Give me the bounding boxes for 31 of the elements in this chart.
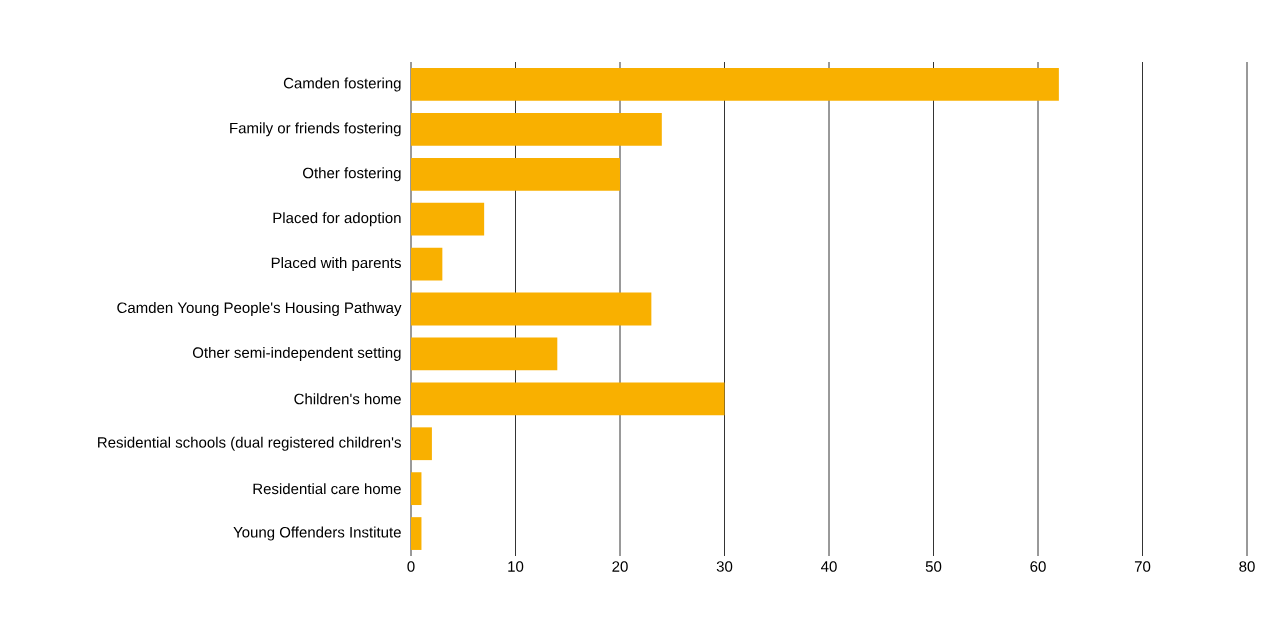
- y-tick-label: Other fostering: [303, 167, 401, 182]
- y-tick-label: Family or friends fostering: [230, 122, 401, 137]
- y-tick-label: Children's home: [294, 393, 401, 405]
- bar: [411, 292, 652, 326]
- y-tick-label: Other semi-independent setting: [192, 346, 401, 361]
- x-tick-label: 30: [716, 561, 733, 572]
- bar: [411, 472, 422, 506]
- y-tick-label: Residential care home: [253, 483, 401, 495]
- bar: [411, 112, 662, 146]
- x-tick-label: 40: [821, 561, 837, 572]
- bar: [411, 337, 558, 371]
- bar: [411, 517, 422, 550]
- x-tick-label: 20: [612, 561, 628, 572]
- x-tick-label: 10: [508, 561, 524, 572]
- x-tick-label: 0: [407, 561, 415, 572]
- y-tick-label: Placed with parents: [271, 257, 401, 272]
- x-tick-label: 80: [1239, 561, 1255, 572]
- y-tick-label: Camden fostering: [283, 77, 401, 92]
- bar: [411, 157, 621, 191]
- x-tick-label: 50: [925, 561, 942, 572]
- bar: [411, 382, 725, 416]
- y-tick-label: Residential schools (dual registered children's: [98, 436, 401, 451]
- bar: [411, 202, 485, 236]
- y-tick-label: Young Offenders Institute: [233, 526, 401, 541]
- bar: [411, 427, 432, 461]
- y-tick-label: Camden Young People's Housing Pathway: [117, 302, 402, 316]
- x-tick-label: 60: [1030, 561, 1046, 572]
- y-tick-label: Placed for adoption: [273, 212, 401, 227]
- x-tick-label: 70: [1134, 561, 1151, 572]
- bar: [411, 68, 1059, 101]
- bar: [411, 247, 443, 281]
